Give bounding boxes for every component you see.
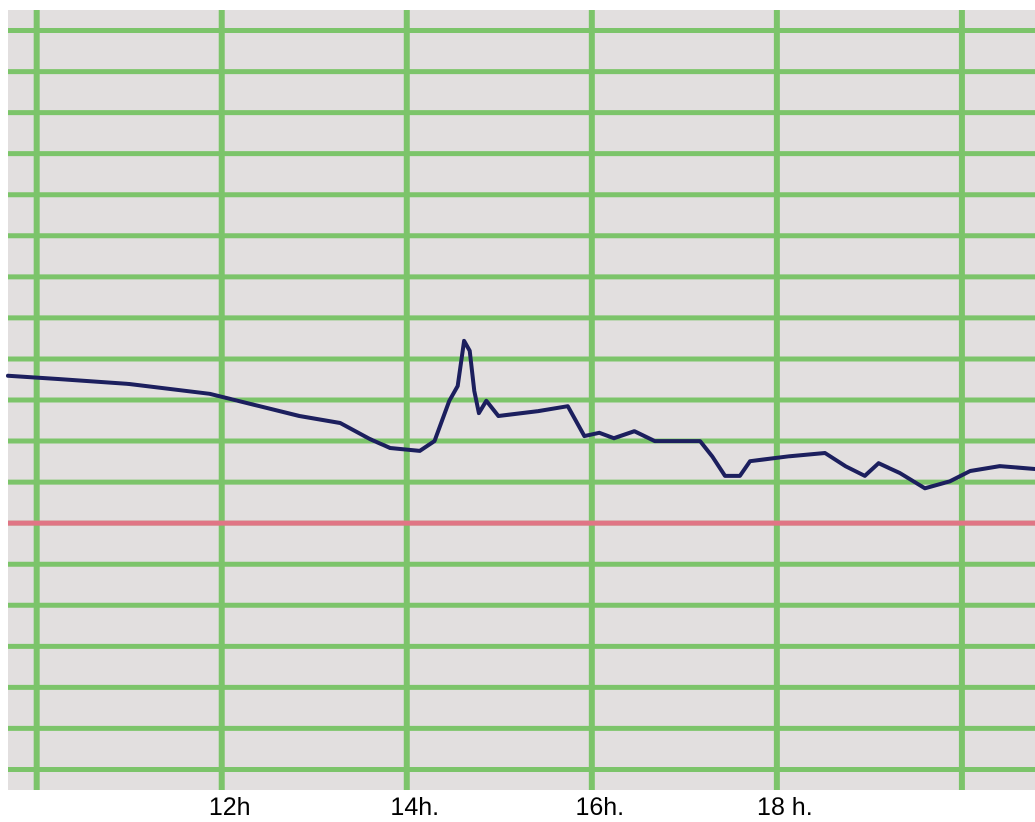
- x-tick-label: 18 h.: [757, 793, 813, 821]
- trace-line: [6, 338, 1035, 491]
- x-tick-label: 14h.: [390, 793, 439, 821]
- x-tick-label: 16h.: [575, 793, 624, 821]
- x-tick-label: 12h: [209, 793, 251, 821]
